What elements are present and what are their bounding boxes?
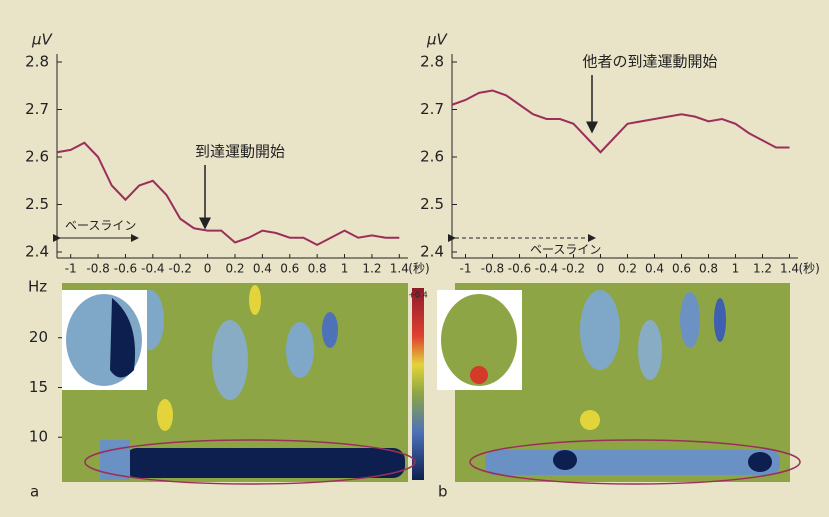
x-tick-label: 0.2 bbox=[225, 262, 244, 276]
y-tick-label: 15 bbox=[29, 378, 48, 396]
x-unit: (秒) bbox=[408, 262, 429, 276]
y-tick-label: 2.8 bbox=[420, 53, 444, 71]
x-tick-label: 0.8 bbox=[308, 262, 327, 276]
x-tick-label: -0.2 bbox=[562, 262, 585, 276]
x-unit: (秒) bbox=[799, 262, 820, 276]
y-tick-label: 2.4 bbox=[25, 243, 49, 261]
x-tick-label: 1.4 bbox=[390, 262, 409, 276]
figure: +0.4 μV 2.4 2.5 2.6 2.7 2.8 -1 -0.8 -0.6 -0.4 -0.2… bbox=[0, 0, 829, 517]
y-axis-label: μV bbox=[31, 31, 54, 49]
colorbar bbox=[412, 288, 424, 480]
colorbar-label: +0.4 bbox=[408, 291, 427, 300]
x-tick-label: -0.4 bbox=[141, 262, 164, 276]
y-tick-label: 10 bbox=[29, 428, 48, 446]
y-tick-label: 2.6 bbox=[25, 148, 49, 166]
x-tick-label: 0.6 bbox=[672, 262, 691, 276]
y-tick-label: 2.7 bbox=[25, 100, 49, 118]
x-tick-label: 0.8 bbox=[699, 262, 718, 276]
panel-label: b bbox=[438, 483, 448, 501]
x-tick-label: 1.2 bbox=[753, 262, 772, 276]
x-tick-label: 0 bbox=[204, 262, 212, 276]
y-tick-label: 2.6 bbox=[420, 148, 444, 166]
x-tick-label: 0.4 bbox=[253, 262, 272, 276]
x-tick-label: -1 bbox=[460, 262, 472, 276]
x-tick-label: -1 bbox=[65, 262, 77, 276]
y-tick-label: 2.4 bbox=[420, 243, 444, 261]
y-tick-label: 2.5 bbox=[25, 195, 49, 213]
y-axis-label: μV bbox=[426, 31, 449, 49]
x-tick-label: 0.6 bbox=[280, 262, 299, 276]
x-tick-label: 0.2 bbox=[618, 262, 637, 276]
x-tick-label: 1.2 bbox=[362, 262, 381, 276]
x-tick-label: 0 bbox=[597, 262, 605, 276]
x-tick-label: 1 bbox=[732, 262, 740, 276]
annotation: 到達運動開始 bbox=[195, 143, 285, 161]
x-tick-label: -0.6 bbox=[114, 262, 137, 276]
panel-label: a bbox=[30, 483, 39, 501]
y-tick-label: 2.8 bbox=[25, 53, 49, 71]
y-axis-label: Hz bbox=[28, 278, 47, 296]
baseline-label: ベースライン bbox=[65, 219, 136, 233]
x-tick-label: 1 bbox=[341, 262, 349, 276]
y-tick-label: 2.5 bbox=[420, 195, 444, 213]
y-tick-label: 2.7 bbox=[420, 100, 444, 118]
x-tick-label: 0.4 bbox=[645, 262, 664, 276]
x-tick-label: -0.8 bbox=[86, 262, 109, 276]
y-tick-label: 20 bbox=[29, 328, 48, 346]
x-tick-label: 1.4 bbox=[780, 262, 799, 276]
baseline-label: ベースライン bbox=[530, 243, 601, 257]
x-tick-label: -0.8 bbox=[481, 262, 504, 276]
x-tick-label: -0.6 bbox=[508, 262, 531, 276]
x-tick-label: -0.2 bbox=[169, 262, 192, 276]
x-tick-label: -0.4 bbox=[535, 262, 558, 276]
head-map-b-blob bbox=[470, 366, 488, 384]
annotation: 他者の到達運動開始 bbox=[582, 53, 717, 71]
